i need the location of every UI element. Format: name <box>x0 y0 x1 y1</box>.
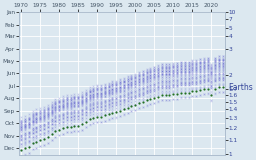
Point <box>148 98 153 100</box>
Point <box>190 90 194 93</box>
Point <box>164 94 168 96</box>
Point <box>209 94 214 97</box>
Point <box>38 139 42 142</box>
Point <box>171 93 175 96</box>
Point <box>103 114 107 117</box>
Point <box>57 128 61 131</box>
Point <box>69 126 73 128</box>
Point <box>145 99 149 102</box>
Point <box>106 113 111 116</box>
Point <box>202 88 206 91</box>
Y-axis label: Earths: Earths <box>228 84 253 92</box>
Point <box>46 136 50 138</box>
Point <box>141 101 145 103</box>
Point <box>186 91 190 94</box>
Point <box>114 111 118 113</box>
Point <box>72 124 76 127</box>
Point <box>198 89 202 92</box>
Point <box>23 147 27 150</box>
Point <box>152 97 156 99</box>
Point <box>118 109 122 112</box>
Point <box>19 149 23 151</box>
Point <box>126 106 130 109</box>
Point <box>91 117 95 119</box>
Point <box>53 130 57 132</box>
Point <box>61 127 65 130</box>
Point <box>122 108 126 111</box>
Point <box>213 87 217 90</box>
Point <box>221 86 225 89</box>
Point <box>99 115 103 118</box>
Point <box>42 138 46 140</box>
Point <box>88 118 92 120</box>
Point <box>194 90 198 93</box>
Point <box>175 93 179 95</box>
Point <box>27 146 31 148</box>
Point <box>179 91 183 94</box>
Point <box>129 105 133 107</box>
Point <box>65 126 69 128</box>
Point <box>183 91 187 94</box>
Point <box>206 87 210 90</box>
Point <box>84 121 88 123</box>
Point <box>217 86 221 89</box>
Point <box>110 111 114 114</box>
Point <box>34 141 38 143</box>
Point <box>95 115 99 118</box>
Point <box>137 102 141 104</box>
Point <box>76 124 80 127</box>
Point <box>30 142 35 144</box>
Point <box>156 95 160 98</box>
Point <box>167 94 172 96</box>
Point <box>133 104 137 107</box>
Point <box>49 133 54 136</box>
Point <box>80 123 84 126</box>
Point <box>160 94 164 96</box>
